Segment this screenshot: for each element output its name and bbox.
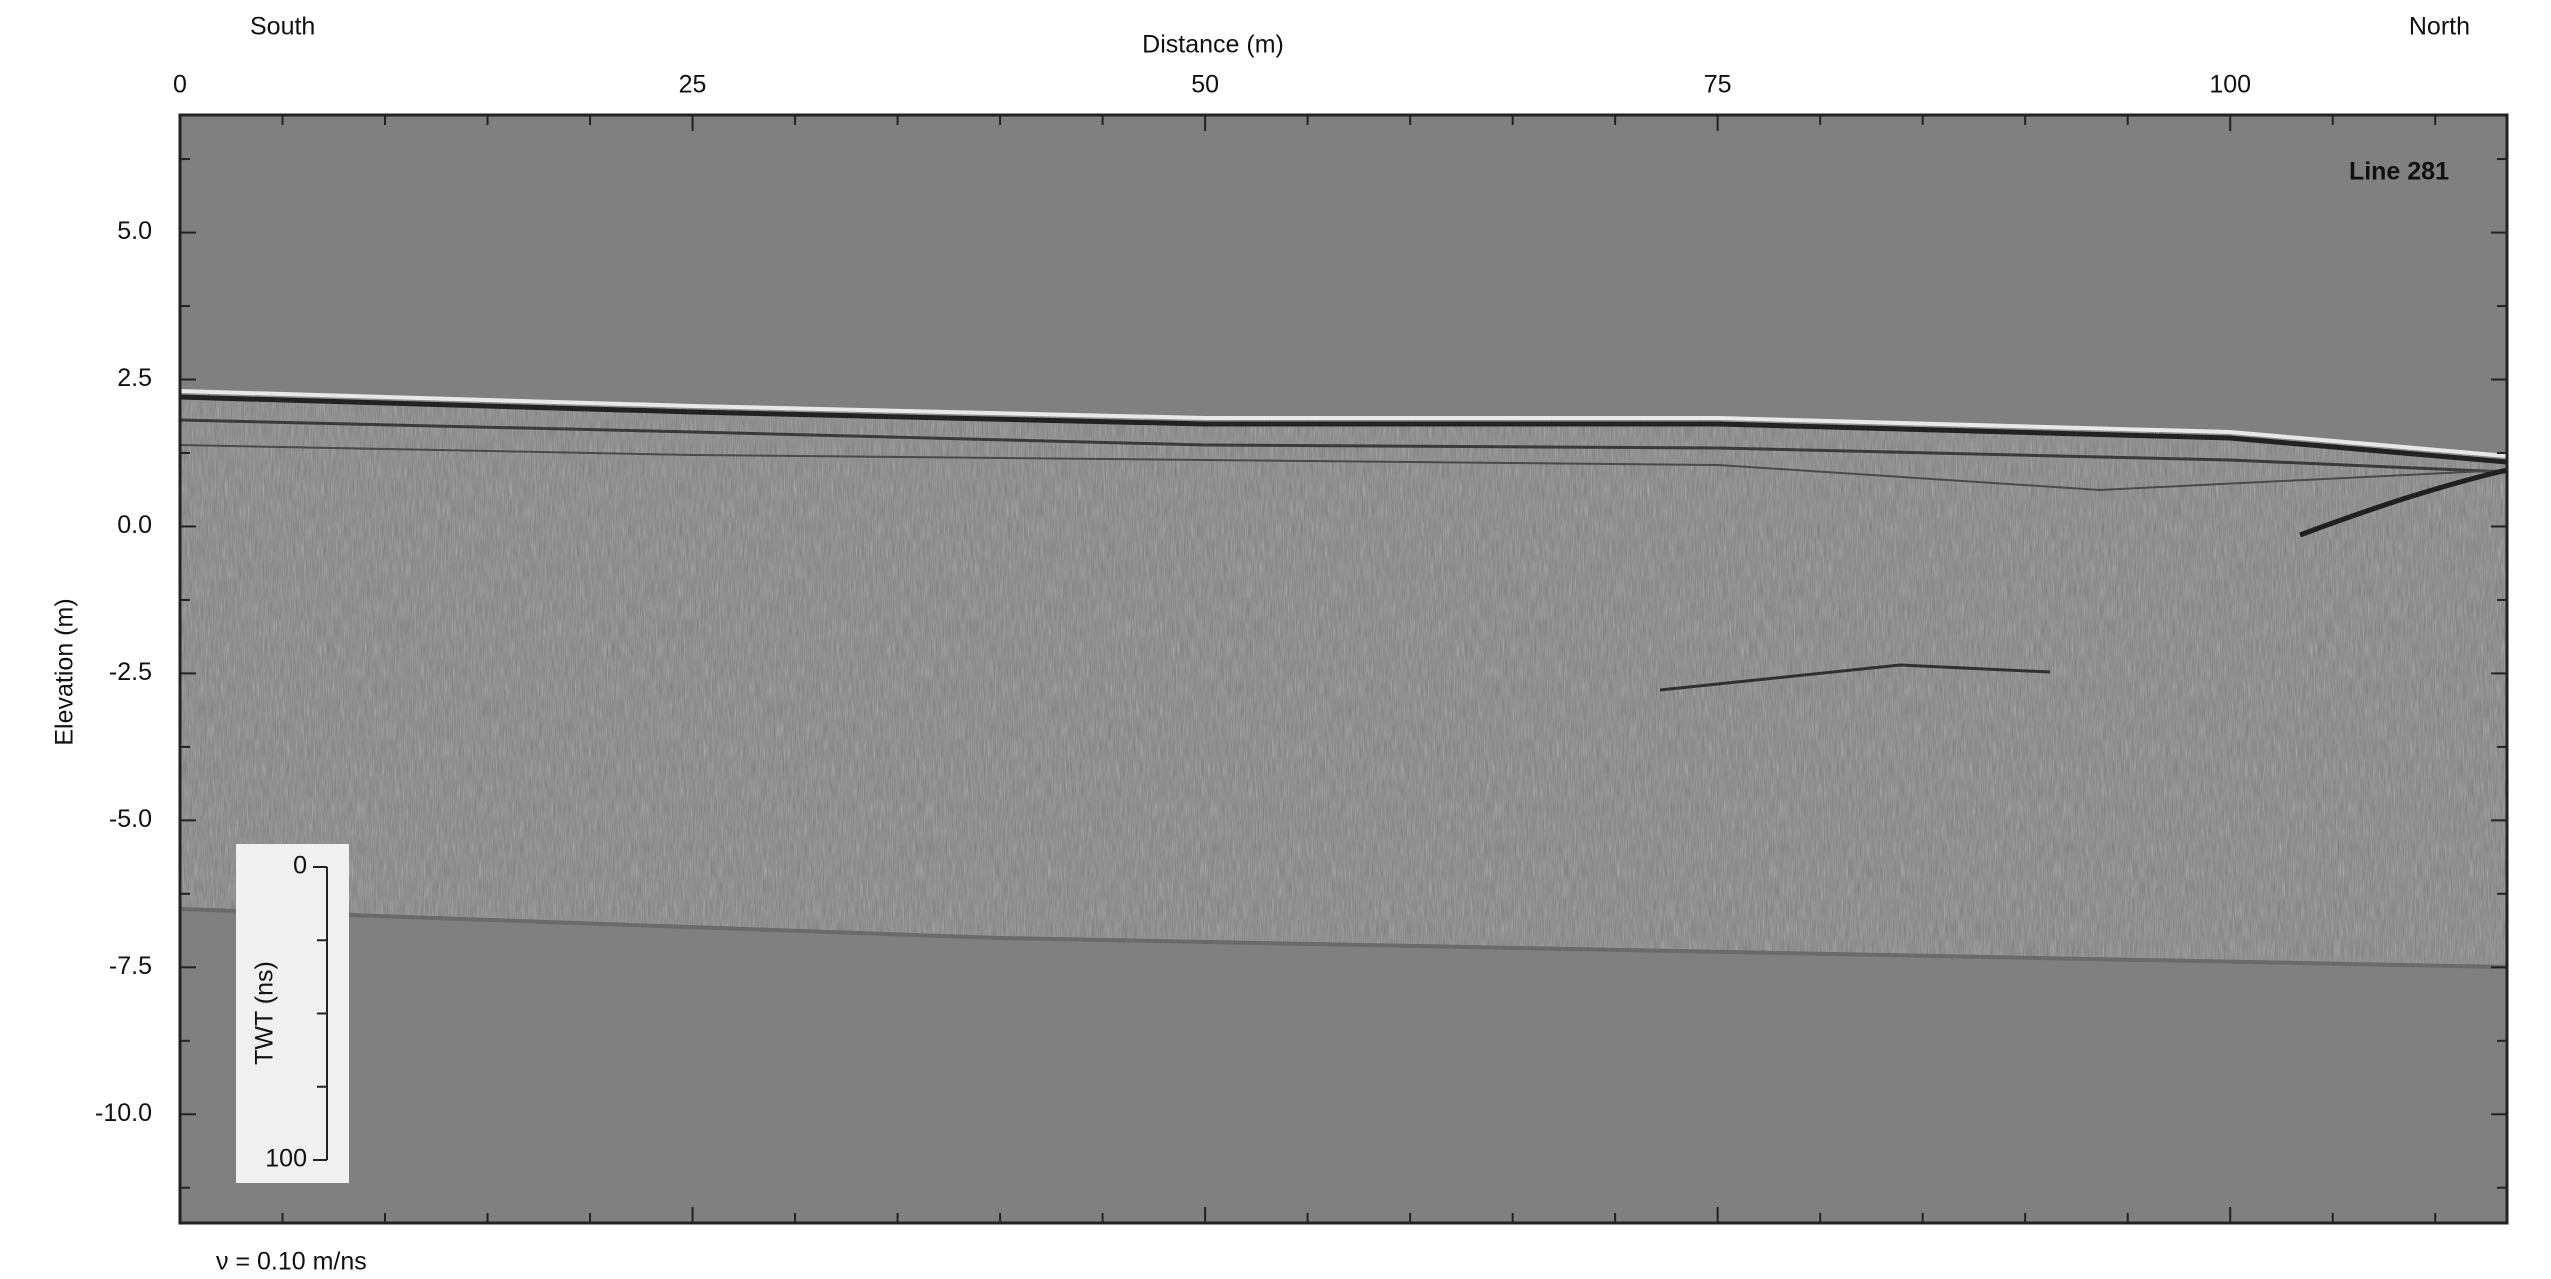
x-axis-label: Distance (m)	[1142, 31, 1284, 59]
y-tick-label: 2.5	[117, 364, 152, 392]
x-tick-label: 50	[1191, 71, 1219, 99]
radargram-signal	[180, 391, 2507, 967]
y-tick-label: 5.0	[117, 217, 152, 245]
x-tick-label: 100	[2209, 71, 2251, 99]
y-tick-label: -5.0	[109, 805, 152, 833]
twt-scale-box	[236, 844, 349, 1183]
y-tick-label: -2.5	[109, 658, 152, 686]
velocity-note: ν = 0.10 m/ns	[216, 1248, 367, 1276]
y-axis-label: Elevation (m)	[51, 598, 79, 745]
x-tick-label: 25	[679, 71, 707, 99]
twt-tick-label: 100	[265, 1145, 307, 1173]
line-label: Line 281	[2349, 158, 2449, 186]
x-tick-label: 0	[173, 71, 187, 99]
plot-frame	[178, 113, 2509, 1225]
twt-scale-label: TWT (ns)	[251, 961, 279, 1065]
reflectors	[180, 389, 2507, 969]
y-tick-label: -7.5	[109, 952, 152, 980]
south-label: South	[250, 13, 315, 41]
y-tick-label: 0.0	[117, 511, 152, 539]
y-tick-label: -10.0	[95, 1099, 152, 1127]
north-label: North	[2409, 13, 2470, 41]
x-tick-label: 75	[1704, 71, 1732, 99]
twt-tick-label: 0	[293, 852, 307, 880]
